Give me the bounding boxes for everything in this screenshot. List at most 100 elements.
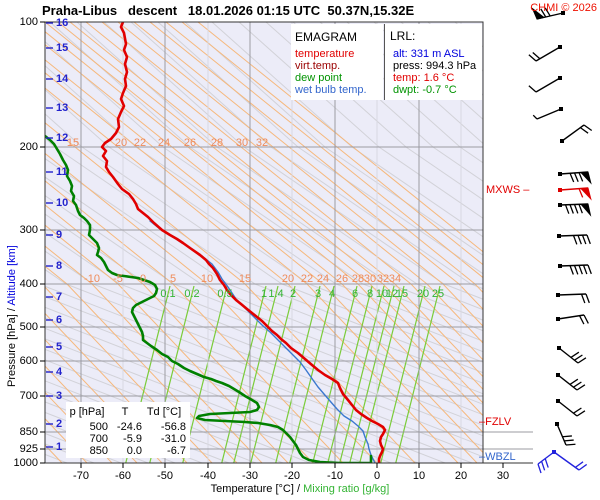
wind-barb-icon bbox=[558, 171, 592, 185]
adiabat-label: 26 bbox=[183, 137, 197, 149]
dry-adiabat-line bbox=[45, 269, 483, 447]
moist-adiabat-line bbox=[85, 22, 483, 361]
mixing-ratio-line bbox=[233, 285, 279, 463]
table-cell: -5.9 bbox=[123, 433, 142, 445]
sounding-title: Praha-Libus descent 18.01.2026 01:15 UTC… bbox=[42, 3, 415, 18]
x-axis-title-separator: / bbox=[293, 483, 304, 495]
altitude-tick-label: 6 bbox=[56, 314, 63, 326]
mixing-ratio-label: 25 bbox=[431, 288, 445, 300]
lrl-title: LRL: bbox=[390, 29, 416, 43]
altitude-tick-label: 16 bbox=[56, 17, 69, 29]
pressure-tick-label: 500 bbox=[19, 321, 38, 333]
table-cell: -56.8 bbox=[160, 421, 186, 433]
mixing-ratio-line bbox=[359, 285, 405, 463]
table-cell: 500 bbox=[89, 421, 108, 433]
table-row: 850 0.0 -6.7 bbox=[66, 445, 190, 457]
moist-adiabat-line bbox=[45, 180, 344, 463]
moist-adiabat-line bbox=[45, 339, 163, 463]
moist-adiabat-line bbox=[45, 365, 138, 463]
altitude-tick-label: 13 bbox=[56, 102, 69, 114]
dry-adiabat-line bbox=[45, 317, 419, 463]
mixing-ratio-line bbox=[349, 285, 395, 463]
mixing-ratio-label: 20 bbox=[416, 288, 430, 300]
adiabat-label: 0 bbox=[139, 273, 147, 285]
wind-barb-icon bbox=[557, 346, 587, 364]
legend-item-wet-bulb: wet bulb temp. bbox=[295, 84, 367, 96]
mixing-ratio-label: 10 bbox=[375, 288, 389, 300]
altitude-tick-label: 8 bbox=[56, 260, 63, 272]
moist-adiabat-line bbox=[45, 43, 483, 434]
y-axis-title-altitude: Altitude [km] bbox=[6, 245, 18, 306]
pressure-tick-label: 100 bbox=[19, 16, 38, 28]
adiabat-label: 28 bbox=[351, 273, 365, 285]
mixing-ratio-label: 12 bbox=[385, 288, 399, 300]
dew-point-curve bbox=[45, 134, 373, 463]
wbzl-label: –WBZL bbox=[479, 451, 516, 463]
temp-tick-label: -50 bbox=[157, 470, 173, 482]
pressure-tick-label: 200 bbox=[19, 141, 38, 153]
lrl-panel: LRL: alt: 331 m ASL press: 994.3 hPa tem… bbox=[384, 24, 482, 100]
wind-barb-icon bbox=[528, 45, 562, 62]
legend-item-temperature: temperature bbox=[295, 48, 355, 60]
legend-item-dew-point: dew point bbox=[295, 72, 343, 84]
table-cell: 850 bbox=[89, 445, 108, 457]
altitude-tick-label: 7 bbox=[56, 291, 63, 303]
lrl-temperature: temp: 1.6 °C bbox=[393, 72, 455, 84]
table-row: 500 -24.6 -56.8 bbox=[66, 421, 190, 433]
legend-item-virt-temp: virt.temp. bbox=[295, 60, 341, 72]
lrl-pressure: press: 994.3 hPa bbox=[393, 60, 477, 72]
dry-adiabat-line bbox=[45, 195, 483, 405]
wind-barb-icon bbox=[560, 124, 593, 143]
moist-adiabat-line bbox=[45, 87, 459, 463]
moist-adiabat-line bbox=[45, 286, 213, 463]
table-header-row: p [hPa] T Td [°C] bbox=[66, 406, 190, 418]
dry-adiabat-line bbox=[45, 338, 365, 463]
dry-adiabat-line bbox=[130, 22, 483, 290]
temperature-curve bbox=[100, 22, 387, 463]
dry-adiabat-line bbox=[211, 22, 483, 238]
mixing-ratio-line bbox=[182, 285, 228, 463]
dry-adiabat-line bbox=[45, 359, 311, 463]
table-cell: -31.0 bbox=[160, 433, 186, 445]
wind-barb-icon bbox=[556, 399, 586, 417]
table-cell: -24.6 bbox=[116, 421, 142, 433]
moist-adiabat-line bbox=[133, 22, 483, 310]
mixing-ratio-line bbox=[289, 285, 335, 463]
wind-barb-icon bbox=[556, 293, 590, 304]
adiabat-label: 10 bbox=[200, 273, 214, 285]
wet-bulb-curve bbox=[149, 220, 376, 463]
adiabat-label: -10 bbox=[84, 273, 100, 285]
altitude-tick-label: 10 bbox=[56, 197, 69, 209]
dry-adiabat-line bbox=[45, 113, 483, 363]
mixing-ratio-label: 0.2 bbox=[184, 288, 200, 300]
dry-adiabat-line bbox=[45, 296, 473, 463]
moist-adiabat-line bbox=[45, 72, 478, 463]
temp-tick-label: 30 bbox=[496, 470, 510, 482]
dry-adiabat-line bbox=[45, 89, 483, 353]
temp-tick-label: -30 bbox=[242, 470, 258, 482]
y-axis-title-separator: / bbox=[6, 305, 18, 315]
temp-tick-label: -10 bbox=[327, 470, 343, 482]
table-cell: 0.0 bbox=[126, 445, 142, 457]
sounding-curves bbox=[45, 22, 387, 463]
adiabat-label: 5 bbox=[169, 273, 177, 285]
pressure-tick-label: 400 bbox=[19, 278, 38, 290]
adiabat-label: 30 bbox=[363, 273, 377, 285]
moist-adiabat-line bbox=[101, 22, 483, 344]
moist-adiabat-line bbox=[117, 22, 483, 327]
adiabat-label: 32 bbox=[376, 273, 390, 285]
adiabat-label: 24 bbox=[316, 273, 330, 285]
moist-adiabat-line bbox=[45, 245, 263, 463]
dry-adiabat-line bbox=[45, 137, 483, 374]
lrl-altitude: alt: 331 m ASL bbox=[393, 48, 465, 60]
table-row: 700 -5.9 -31.0 bbox=[66, 433, 190, 445]
dry-adiabat-line bbox=[49, 22, 483, 321]
level-values-table: p [hPa] T Td [°C] 500 -24.6 -56.8 700 -5… bbox=[66, 402, 190, 458]
dry-adiabat-line bbox=[45, 40, 483, 332]
altitude-tick-label: 14 bbox=[56, 73, 69, 85]
altitude-tick-label: 3 bbox=[56, 390, 63, 402]
altitude-tick-label: 15 bbox=[56, 42, 69, 54]
adiabat-label: 20 bbox=[114, 137, 128, 149]
dry-adiabat-line bbox=[45, 158, 483, 384]
adiabat-label: 30 bbox=[235, 137, 249, 149]
